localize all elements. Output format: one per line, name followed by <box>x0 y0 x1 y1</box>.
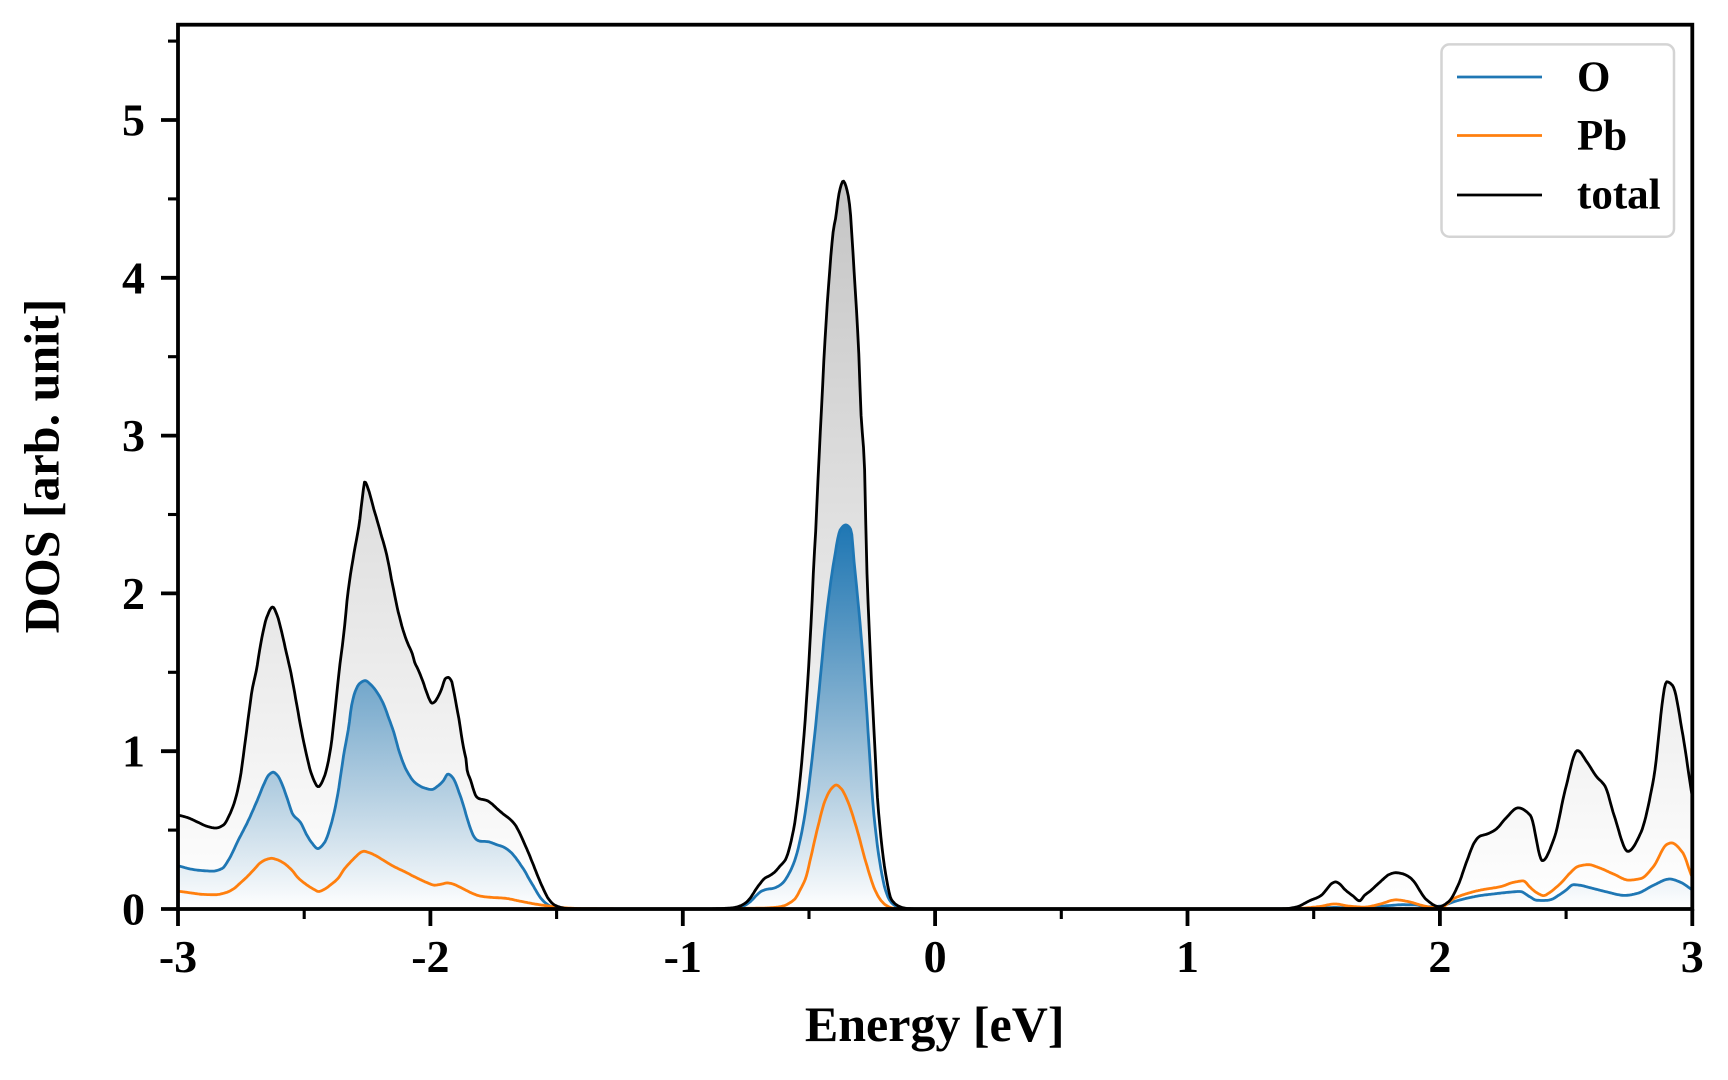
svg-text:1: 1 <box>1176 931 1199 982</box>
svg-text:total: total <box>1577 171 1661 218</box>
svg-text:Energy [eV]: Energy [eV] <box>805 996 1065 1052</box>
svg-text:2: 2 <box>122 568 145 619</box>
svg-text:3: 3 <box>1681 931 1704 982</box>
svg-text:-3: -3 <box>159 931 197 982</box>
svg-text:Pb: Pb <box>1577 113 1627 160</box>
svg-text:0: 0 <box>924 931 947 982</box>
svg-text:2: 2 <box>1428 931 1451 982</box>
svg-text:5: 5 <box>122 95 145 146</box>
svg-text:4: 4 <box>122 252 145 303</box>
svg-text:O: O <box>1577 54 1610 101</box>
svg-text:3: 3 <box>122 410 145 461</box>
svg-text:-1: -1 <box>664 931 702 982</box>
svg-text:DOS [arb. unit]: DOS [arb. unit] <box>14 299 70 634</box>
svg-text:1: 1 <box>122 726 145 777</box>
svg-text:-2: -2 <box>411 931 449 982</box>
svg-text:0: 0 <box>122 884 145 935</box>
